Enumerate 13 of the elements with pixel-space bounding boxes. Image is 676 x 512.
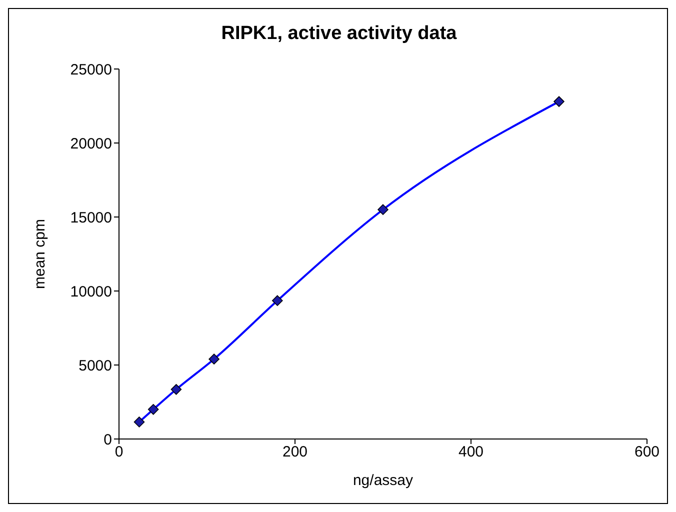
x-tick-label: 0 [114, 444, 124, 461]
x-tick-label: 600 [634, 444, 660, 461]
x-tick-label: 200 [282, 444, 308, 461]
y-tick-label: 25000 [70, 61, 112, 78]
chart-title: RIPK1, active activity data [220, 23, 458, 45]
y-tick-label: 0 [104, 431, 112, 448]
y-tick-label: 20000 [70, 135, 112, 152]
y-axis-title: mean cpm [31, 218, 48, 290]
y-tick-label: 10000 [70, 283, 112, 300]
y-tick-label: 5000 [78, 357, 112, 374]
x-tick-label: 400 [458, 444, 484, 461]
x-axis-title: ng/assay [352, 472, 414, 489]
y-tick-label: 15000 [70, 209, 112, 226]
